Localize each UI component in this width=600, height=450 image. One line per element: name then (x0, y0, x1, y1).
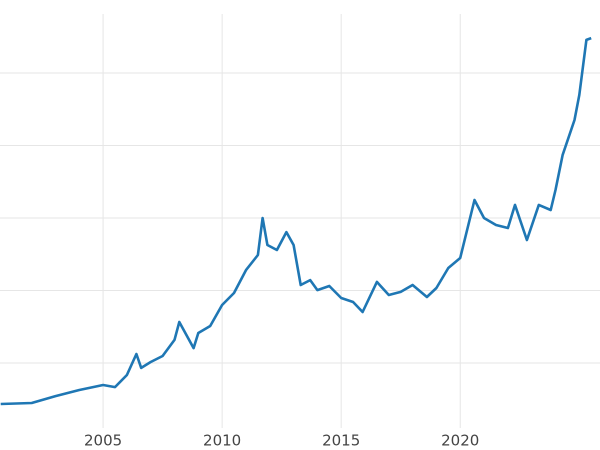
price-line (0, 36, 592, 406)
x-tick-label: 2010 (203, 432, 241, 450)
x-tick-label: 2015 (322, 432, 360, 450)
x-tick-label: 2020 (441, 432, 479, 450)
x-tick-label: 2005 (84, 432, 122, 450)
